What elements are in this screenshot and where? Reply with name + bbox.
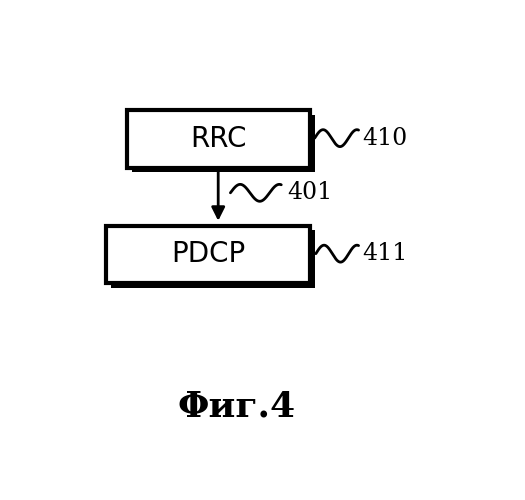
Text: RRC: RRC: [190, 125, 246, 153]
Bar: [106, 226, 310, 284]
Bar: [127, 110, 310, 168]
Text: Φиг.4: Φиг.4: [177, 390, 296, 424]
Text: PDCP: PDCP: [171, 240, 245, 268]
Text: 411: 411: [363, 242, 408, 265]
Text: 410: 410: [363, 126, 408, 150]
Polygon shape: [111, 230, 314, 288]
Polygon shape: [132, 114, 314, 172]
Text: 401: 401: [287, 182, 333, 204]
